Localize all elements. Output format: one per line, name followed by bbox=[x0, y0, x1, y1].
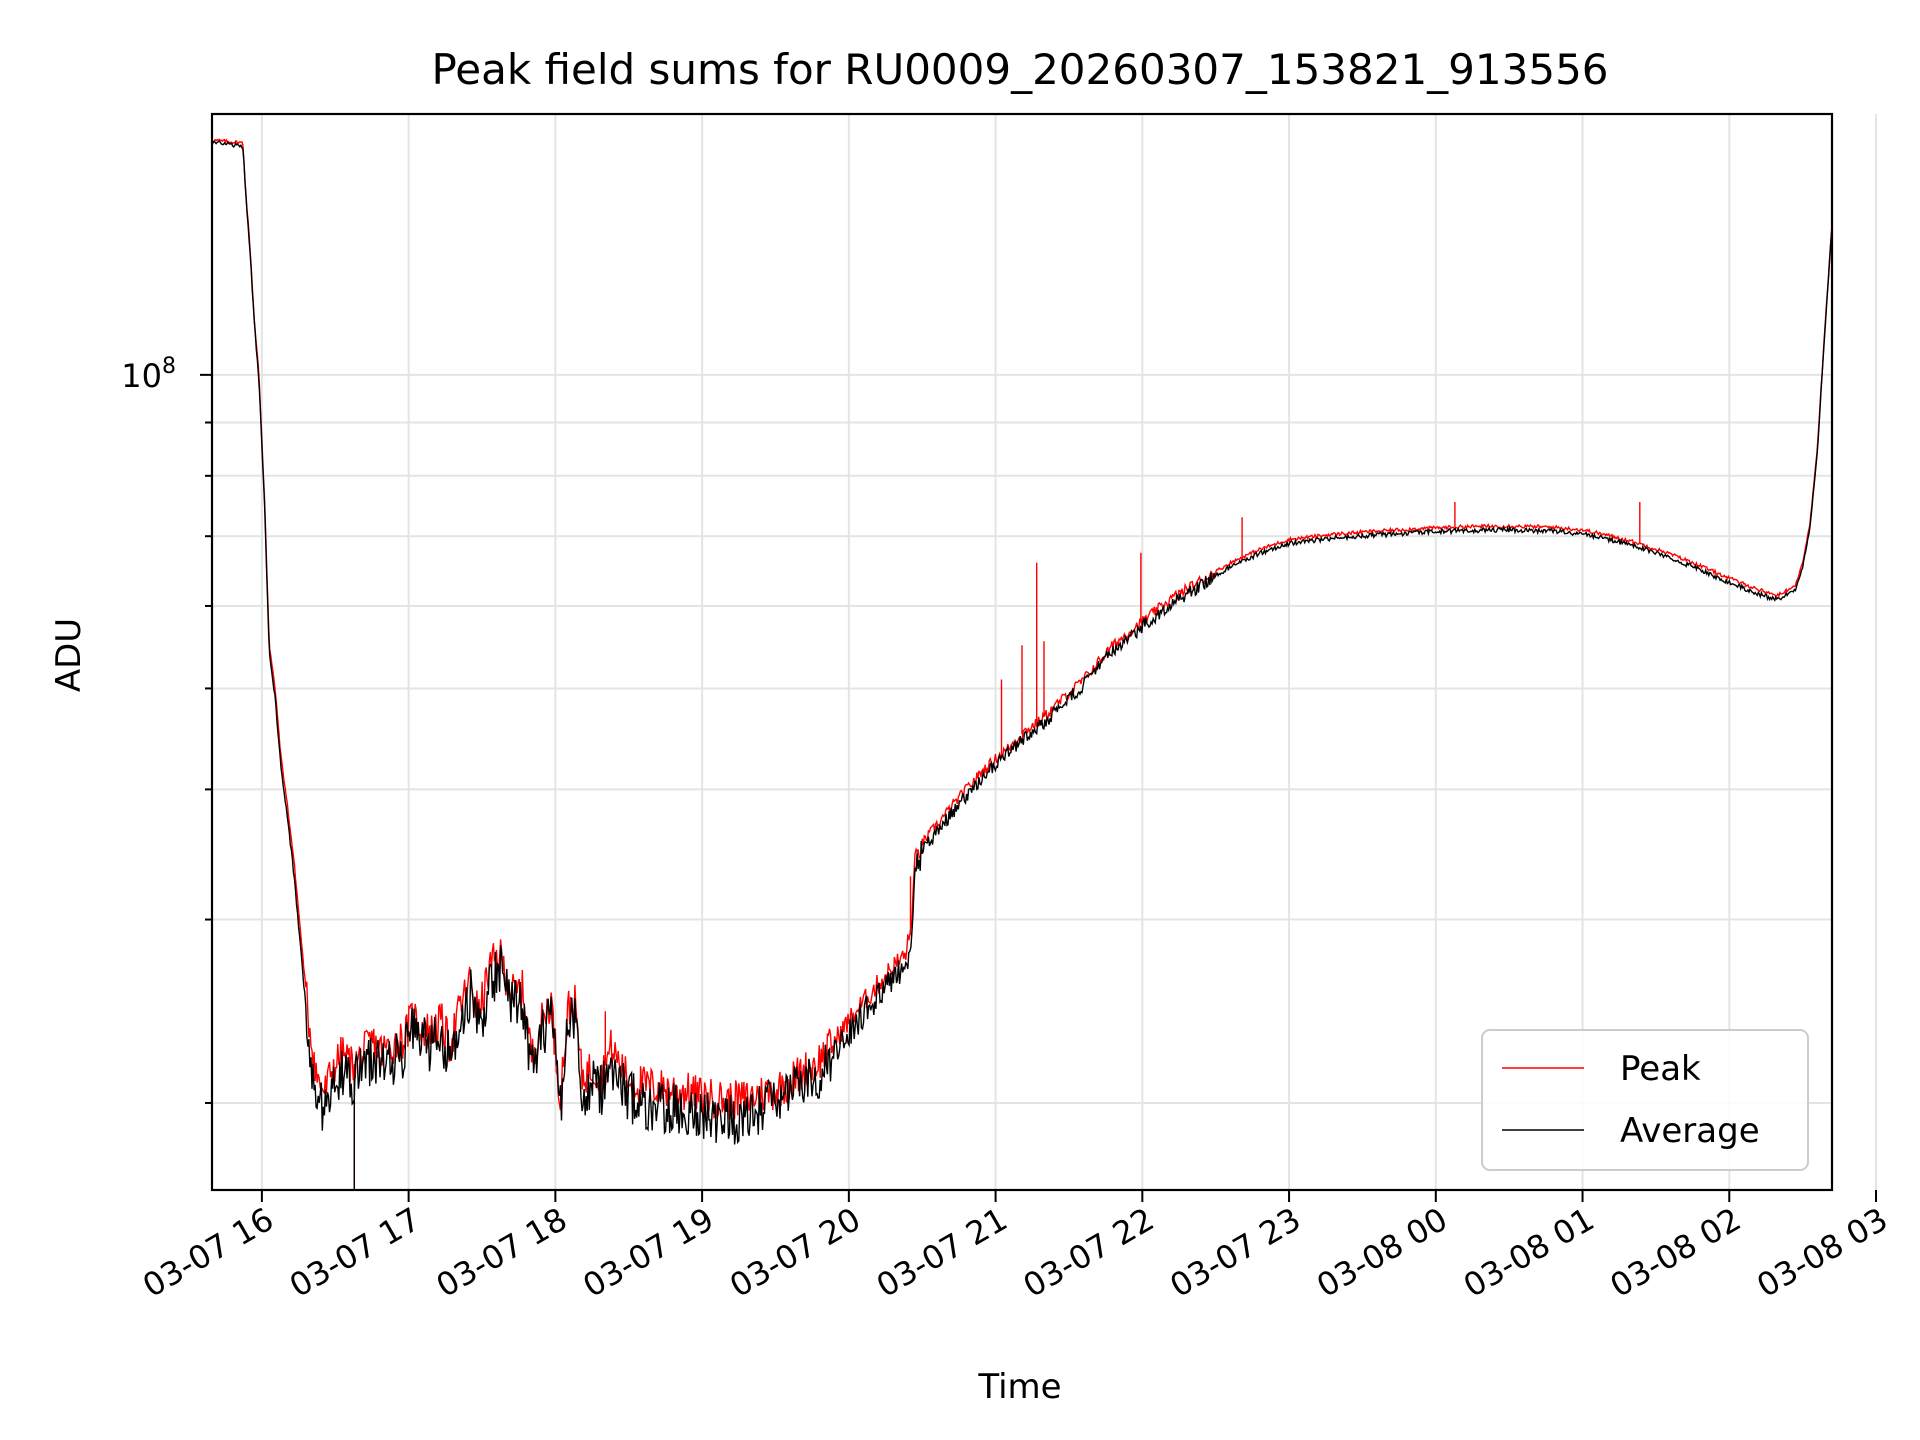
chart-title: Peak field sums for RU0009_20260307_1538… bbox=[431, 45, 1608, 94]
y-axis-label: ADU bbox=[49, 618, 89, 692]
chart: 03-07 16 03-07 17 03-07 18 03-07 19 03-07 20… bbox=[0, 0, 1920, 1440]
legend: Peak Average bbox=[1482, 1030, 1808, 1170]
legend-label-peak: Peak bbox=[1620, 1049, 1701, 1089]
legend-label-average: Average bbox=[1620, 1111, 1760, 1151]
x-axis-label: Time bbox=[977, 1367, 1061, 1407]
